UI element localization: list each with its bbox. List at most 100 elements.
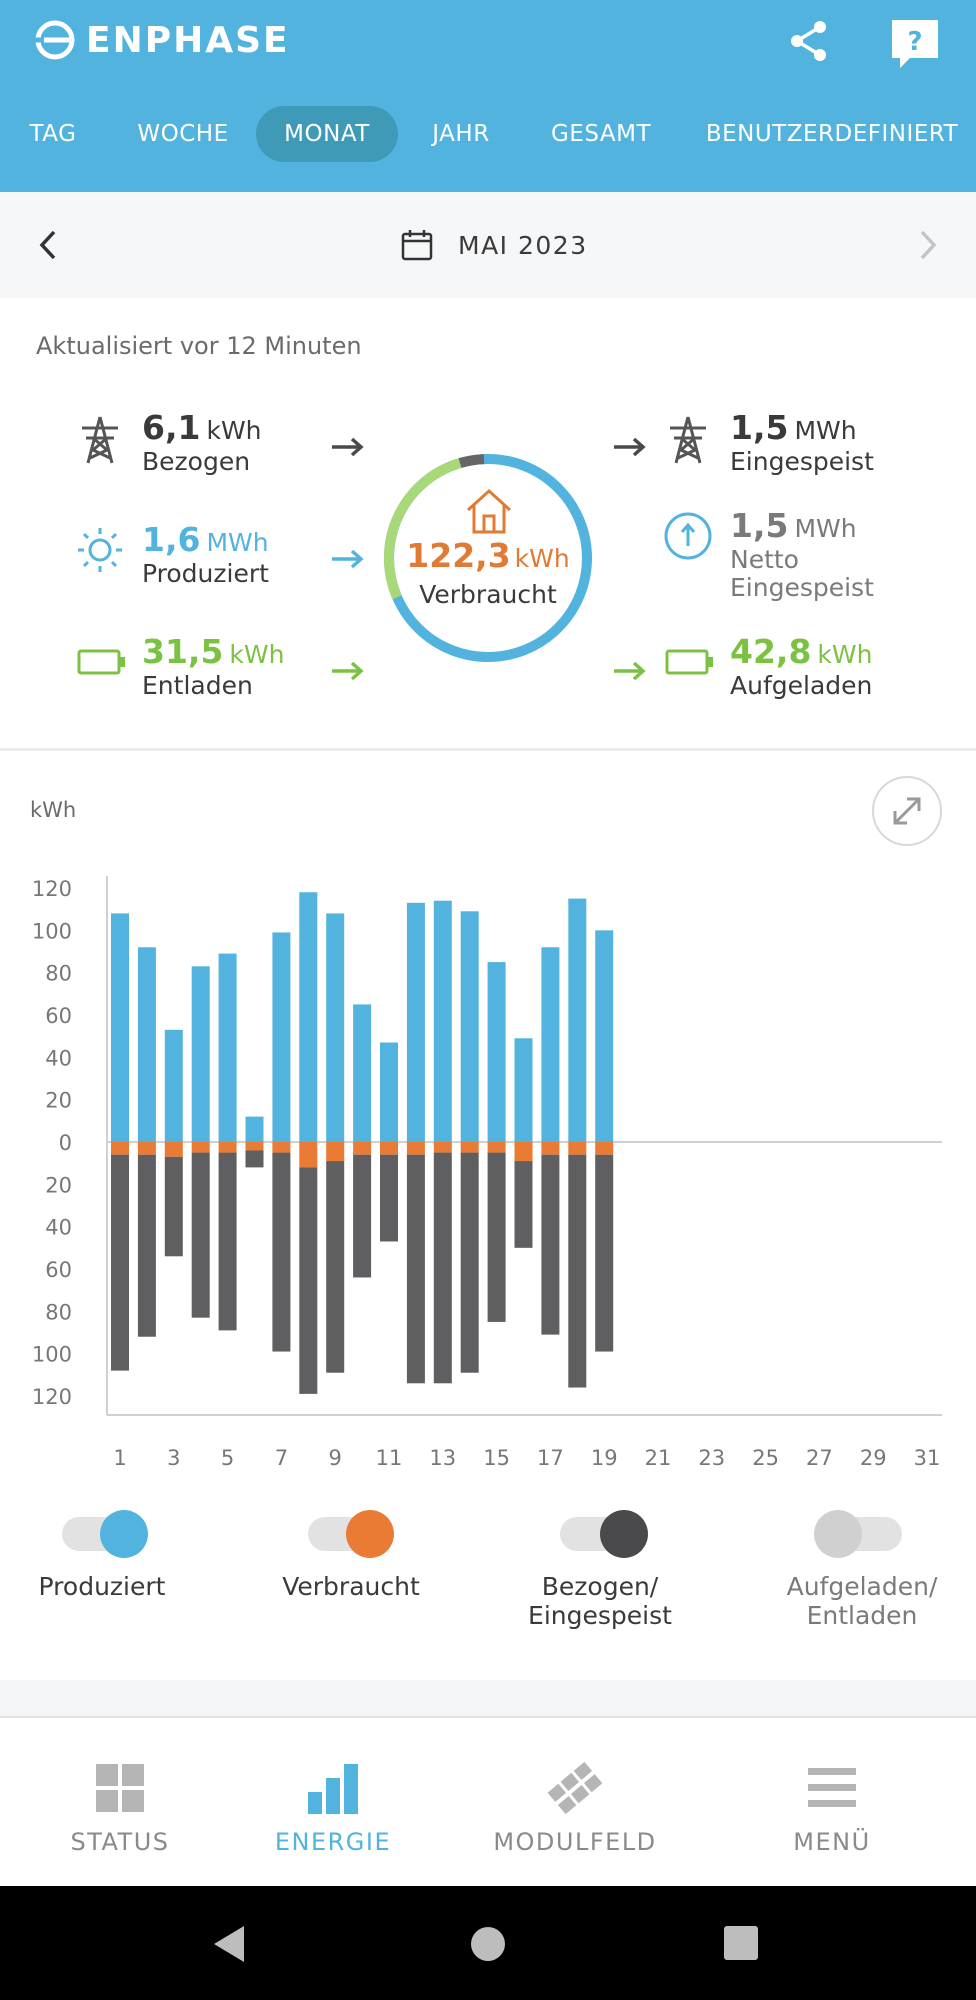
x-tick-label: 5	[221, 1446, 234, 1470]
arrow-up-circle-icon	[664, 512, 712, 560]
toggle-knob	[600, 1510, 648, 1558]
toggle-knob	[814, 1510, 862, 1558]
consumed-bar	[380, 1142, 398, 1155]
arrow-right-icon	[332, 549, 364, 569]
y-tick-label: 20	[45, 1173, 72, 1197]
produziert-label: Produziert	[142, 559, 269, 588]
x-tick-label: 19	[591, 1446, 618, 1470]
netto-value: 1,5 MWh	[730, 506, 857, 545]
consumed-bar	[406, 1142, 425, 1155]
nav-energie[interactable]: ENERGIE	[262, 1718, 404, 1888]
tab-jahr[interactable]: JAHR	[432, 121, 490, 147]
period-text: MAI 2023	[458, 230, 588, 260]
grid-bar	[568, 1154, 587, 1388]
consumed-bar	[514, 1142, 533, 1162]
eingespeist-label: Eingespeist	[730, 447, 874, 476]
consumed-bar	[164, 1142, 183, 1157]
consumed-bar	[191, 1142, 210, 1153]
eingespeist-value: 1,5 MWh	[730, 408, 857, 447]
produced-bar	[380, 1042, 398, 1142]
produced-bar	[487, 962, 506, 1142]
share-icon[interactable]	[784, 16, 834, 66]
battery-icon	[77, 649, 125, 675]
consumed-bar	[245, 1142, 264, 1151]
toggle-label: Bezogen/ Eingespeist	[528, 1572, 672, 1630]
tab-monat[interactable]: MONAT	[256, 106, 398, 162]
netto-label: Netto Eingespeist	[730, 545, 874, 602]
produced-bar	[568, 898, 587, 1142]
period-label[interactable]: MAI 2023	[400, 222, 588, 268]
aufgeladen-label: Aufgeladen	[730, 671, 873, 700]
nav-label: MENÜ	[793, 1828, 871, 1856]
consumed-bar	[353, 1142, 372, 1155]
consumed-bar	[595, 1142, 614, 1155]
nav-label: STATUS	[70, 1828, 170, 1856]
tab-benutzerdefiniert[interactable]: BENUTZERDEFINIERT	[705, 121, 959, 147]
menu-icon	[808, 1768, 856, 1807]
y-tick-label: 120	[32, 1385, 72, 1409]
produced-bar	[433, 900, 452, 1142]
grid-bar	[380, 1154, 398, 1242]
bar-chart-icon	[308, 1764, 358, 1814]
grid-bar	[433, 1152, 452, 1384]
grid-bar	[326, 1161, 345, 1373]
produced-bar	[299, 892, 318, 1142]
grid-bar	[299, 1167, 318, 1394]
expand-icon	[893, 797, 921, 825]
verbraucht-value: 122,3 kWh	[406, 536, 570, 575]
tab-woche[interactable]: WOCHE	[137, 121, 229, 147]
consumed-bar	[568, 1142, 587, 1155]
sun-icon	[78, 528, 122, 572]
x-tick-label: 31	[914, 1446, 941, 1470]
x-tick-label: 11	[376, 1446, 403, 1470]
produced-bar	[595, 930, 614, 1142]
x-tick-label: 9	[329, 1446, 342, 1470]
last-updated-text: Aktualisiert vor 12 Minuten	[36, 332, 362, 360]
tab-tag[interactable]: TAG	[29, 121, 77, 147]
x-tick-label: 7	[275, 1446, 288, 1470]
y-tick-label: 40	[45, 1046, 72, 1070]
consumed-bar	[299, 1142, 318, 1168]
entladen-label: Entladen	[142, 671, 253, 700]
recent-apps-icon[interactable]	[722, 1924, 760, 1962]
y-tick-label: 120	[32, 877, 72, 901]
home-icon[interactable]	[468, 1924, 508, 1964]
power-pylon-icon	[82, 416, 118, 464]
chevron-left-icon[interactable]	[28, 220, 72, 270]
x-tick-label: 27	[806, 1446, 833, 1470]
nav-status[interactable]: STATUS	[52, 1718, 188, 1888]
grid-bar	[272, 1152, 291, 1352]
nav-menu[interactable]: MENÜ	[764, 1718, 900, 1888]
expand-chart-button[interactable]	[872, 776, 942, 846]
consumed-bar	[137, 1142, 156, 1155]
house-icon	[466, 488, 512, 534]
brand-name: ENPHASE	[86, 19, 290, 61]
y-tick-label: 40	[45, 1216, 72, 1240]
chevron-right-icon[interactable]	[906, 220, 950, 270]
grid-bar	[460, 1152, 479, 1373]
verbraucht-label: Verbraucht	[419, 580, 557, 609]
panels-icon	[547, 1761, 603, 1815]
produced-bar	[111, 913, 129, 1142]
nav-modulfeld[interactable]: MODULFELD	[488, 1718, 662, 1888]
grid-bar	[218, 1152, 237, 1331]
tab-gesamt[interactable]: GESAMT	[550, 121, 651, 147]
help-icon[interactable]: ?	[888, 16, 942, 70]
grid-bar	[353, 1154, 372, 1278]
toggle-knob	[346, 1510, 394, 1558]
x-tick-label: 1	[113, 1446, 126, 1470]
grid-bar	[595, 1154, 614, 1352]
produced-bar	[514, 1038, 533, 1142]
calendar-icon	[401, 230, 433, 261]
grid-bar	[164, 1156, 183, 1257]
enphase-logo-icon	[34, 20, 75, 60]
section-divider	[0, 748, 976, 751]
consumed-bar	[433, 1142, 452, 1153]
back-icon[interactable]	[210, 1922, 250, 1966]
x-tick-label: 17	[537, 1446, 564, 1470]
x-tick-label: 15	[483, 1446, 510, 1470]
consumption-ring	[383, 454, 592, 662]
consumed-bar	[272, 1142, 291, 1153]
produced-bar	[191, 966, 210, 1142]
aufgeladen-value: 42,8 kWh	[730, 632, 873, 671]
